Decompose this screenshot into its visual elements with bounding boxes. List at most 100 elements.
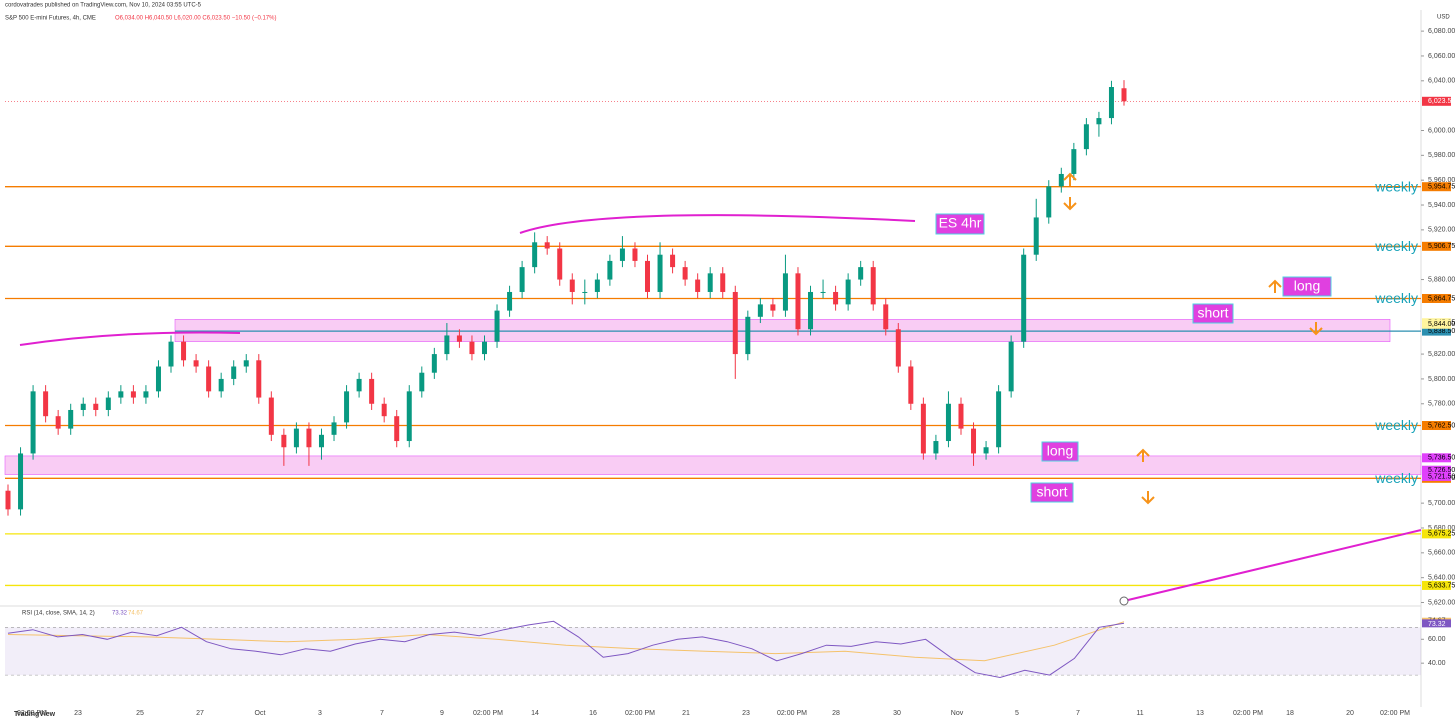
price-badge (1422, 529, 1451, 539)
x-tick-label: Nov (951, 710, 964, 717)
price-badge-label: 5,633.75 (1428, 582, 1455, 589)
x-tick-label: 02:00 PM (625, 710, 655, 717)
candle-body (795, 273, 801, 330)
rsi-badge-label: 73.32 (1428, 621, 1446, 628)
annotation-boxes: ES 4hr long short long short (935, 213, 1332, 503)
candle-body (281, 434, 287, 448)
x-tick-label: 25 (136, 710, 144, 717)
x-tick-label: 3 (318, 710, 322, 717)
zone (4, 455, 1422, 475)
x-tick-label: Oct (255, 710, 266, 717)
candle-body (1121, 88, 1127, 102)
y-tick-label: 5,700.00 (1428, 500, 1455, 507)
trend-line (1127, 529, 1422, 601)
price-badge (1422, 465, 1451, 475)
candle-body (845, 279, 851, 305)
price-badge (1422, 580, 1451, 590)
rsi-tick-label: 60.00 (1428, 636, 1446, 643)
x-tick-label: 02:00 PM (1380, 710, 1410, 717)
x-tick-label: 5 (1015, 710, 1019, 717)
price-badge-label: 5,726.50 (1428, 467, 1455, 474)
y-tick-label: 6,000.00 (1428, 127, 1455, 134)
price-badge-label: 5,721.50 (1428, 473, 1455, 480)
candle-body (1058, 173, 1064, 187)
level-note: weekly (1374, 238, 1418, 254)
candle-body (895, 329, 901, 367)
candle-body (519, 267, 525, 292)
rsi-tick-label: 40.00 (1428, 660, 1446, 667)
symbol: S&P 500 E-mini Futures, 4h, CME (5, 16, 96, 22)
candle-body (1021, 254, 1027, 342)
y-tick-label: 5,660.00 (1428, 550, 1455, 557)
candle-body (105, 397, 111, 410)
rsi-badge (1422, 619, 1451, 628)
candle-body (582, 291, 588, 293)
candle-body (958, 403, 964, 429)
level-note: weekly (1374, 290, 1418, 306)
candle-body (507, 291, 513, 311)
price-badge-label: 5,954.75 (1428, 184, 1455, 191)
y-tick-label: 5,880.00 (1428, 276, 1455, 283)
y-tick-label: 5,620.00 (1428, 599, 1455, 606)
price-badge-label: 5,906.75 (1428, 243, 1455, 250)
y-tick-label: 6,040.00 (1428, 78, 1455, 85)
candle-body (996, 391, 1002, 448)
candle-body (695, 279, 701, 292)
candle-body (745, 316, 751, 355)
candle-body (619, 248, 625, 261)
x-tick-label: 02:00 PM (17, 710, 47, 717)
publisher: cordovatrades published on TradingView.c… (5, 3, 202, 9)
y-tick-label: 5,640.00 (1428, 575, 1455, 582)
candle-body (870, 267, 876, 305)
price-badge-label: 5,736.50 (1428, 455, 1455, 462)
candle-body (532, 242, 538, 268)
x-tick-label: 02:00 PM (1233, 710, 1263, 717)
candle-body (419, 372, 425, 392)
annotation: short (1036, 484, 1067, 500)
candle-body (206, 366, 212, 392)
candle-body (657, 254, 663, 292)
y-tick-label: 6,060.00 (1428, 53, 1455, 60)
candle-body (1008, 341, 1014, 392)
candle-body (431, 354, 437, 373)
price-badge-label: 6,023.50 (1428, 98, 1455, 105)
annotation: long (1047, 443, 1073, 459)
candle-body (68, 409, 74, 429)
candle-body (268, 397, 274, 435)
x-tick-label: 20 (1346, 710, 1354, 717)
x-tick-label: 18 (1286, 710, 1294, 717)
candle-body (732, 291, 738, 355)
candle-body (494, 310, 500, 342)
candle-body (118, 391, 124, 398)
candle-body (1096, 118, 1102, 125)
candle-body (130, 391, 136, 398)
candle-body (607, 260, 613, 280)
x-tick-label: 02:00 PM (473, 710, 503, 717)
x-tick-label: 02:00 PM (777, 710, 807, 717)
candle-body (331, 422, 337, 435)
rsi-ma-value: 74.67 (128, 611, 144, 617)
candle-body (945, 403, 951, 442)
x-tick-label: 14 (531, 710, 539, 717)
candle-body (469, 341, 475, 355)
price-badge-label: 5,844.00 (1428, 321, 1455, 328)
candle-body (707, 273, 713, 292)
candle-body (544, 242, 550, 249)
level-note: weekly (1374, 470, 1418, 486)
x-tick-label: 11 (1136, 710, 1143, 717)
box (1192, 303, 1234, 324)
candle-body (243, 360, 249, 367)
candle-body (193, 360, 199, 367)
rsi-value: 73.32 (112, 611, 128, 617)
candle-body (181, 341, 187, 361)
candle-body (820, 291, 826, 293)
candle-body (632, 248, 638, 261)
candle-body (155, 366, 161, 392)
box (1282, 276, 1332, 297)
price-badge (1422, 471, 1451, 481)
candle-body (983, 447, 989, 454)
candle-body (757, 304, 763, 317)
candle-body (256, 360, 262, 398)
price-badge (1422, 326, 1451, 336)
candle-body (645, 260, 651, 292)
